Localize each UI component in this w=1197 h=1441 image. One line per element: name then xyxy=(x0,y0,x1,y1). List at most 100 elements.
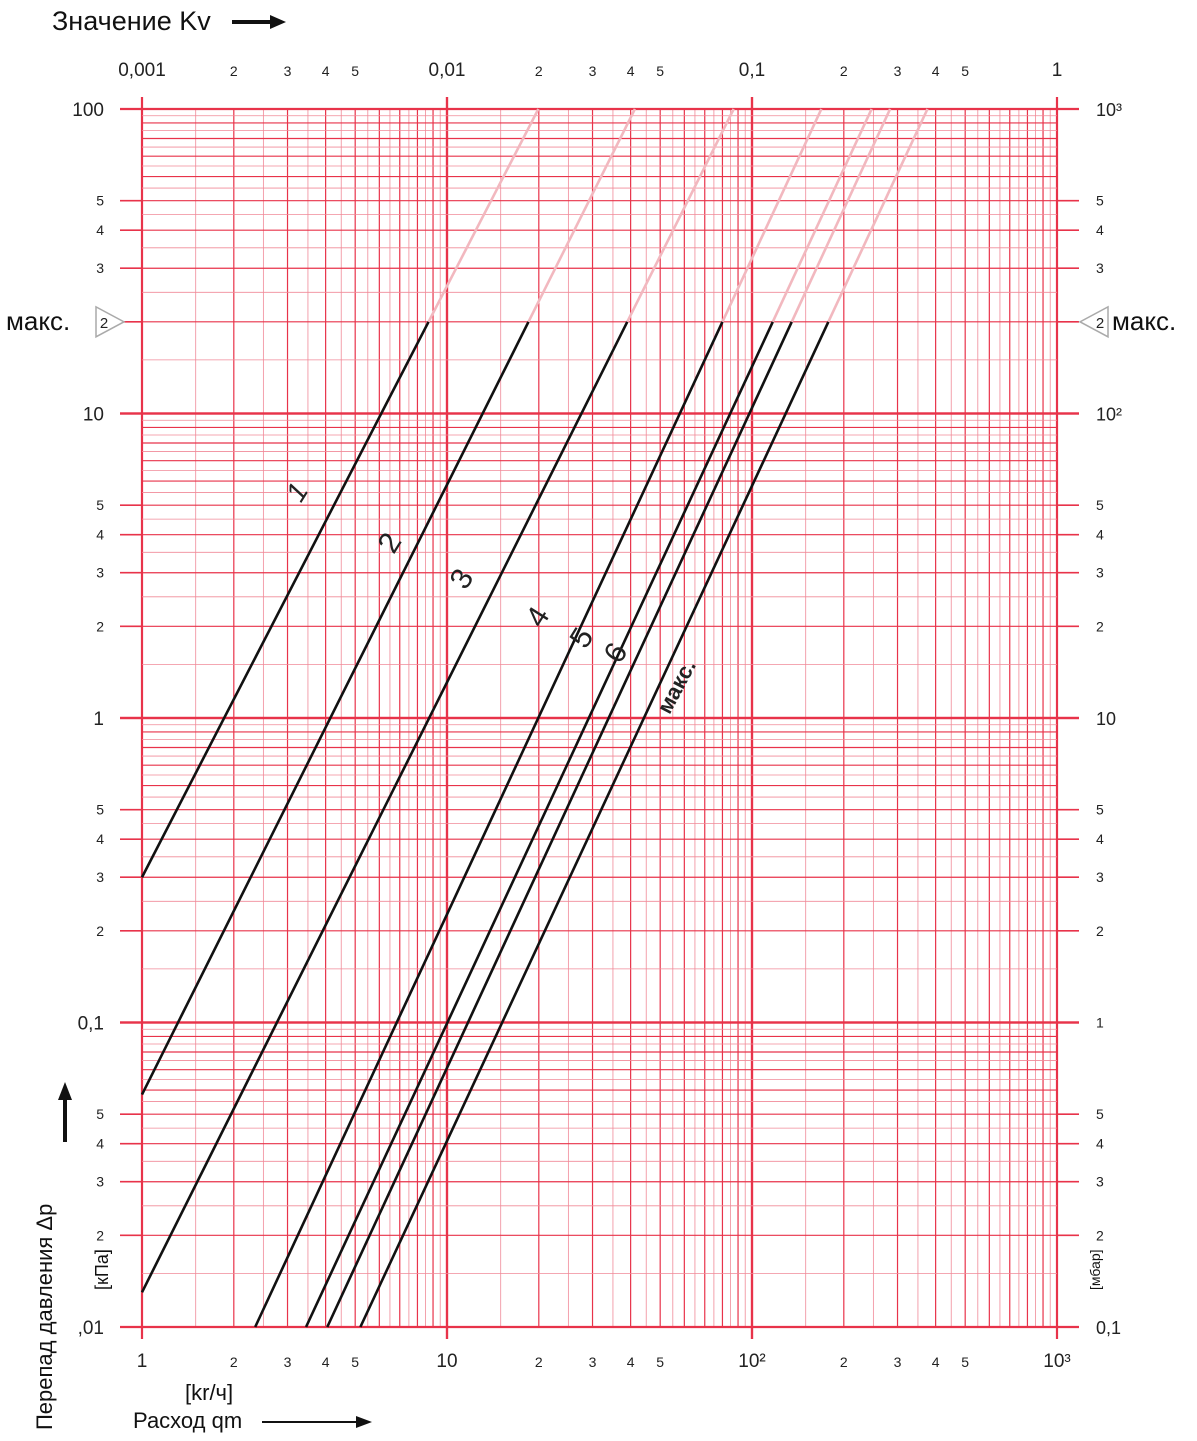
y-axis-title: Перепад давления Δp xyxy=(32,1203,57,1430)
max-label-left: макс. xyxy=(6,306,71,336)
top-axis-tick-label: 4 xyxy=(932,63,940,79)
top-axis-tick-label: 3 xyxy=(589,63,597,79)
right-axis-tick-label: 5 xyxy=(1096,497,1104,513)
kv-title-text: Значение Kv xyxy=(52,6,211,36)
curve-extension-4 xyxy=(721,108,823,323)
top-axis-tick-label: 1 xyxy=(1052,60,1063,81)
right-axis-tick-label: 3 xyxy=(1096,565,1104,581)
left-axis-tick-label: 3 xyxy=(96,1174,104,1190)
bottom-axis-tick-label: 1 xyxy=(137,1351,148,1372)
bottom-axis-tick-label: 4 xyxy=(932,1354,940,1370)
curve-label-3: 3 xyxy=(444,563,481,595)
left-axis-tick-label: 2 xyxy=(96,1227,104,1243)
bottom-axis-tick-label: 10² xyxy=(738,1351,765,1372)
curve-line-3 xyxy=(140,321,629,1293)
curve-line-5 xyxy=(304,321,774,1328)
curve-label-4: 4 xyxy=(520,601,557,633)
right-axis-tick-label: 3 xyxy=(1096,260,1104,276)
bottom-axis-tick-label: 10 xyxy=(436,1351,457,1372)
top-axis-tick-label: 4 xyxy=(627,63,635,79)
curve-extension-7 xyxy=(827,108,929,323)
right-axis-tick-label: 2 xyxy=(1096,1227,1104,1243)
curve-extension-6 xyxy=(790,108,892,323)
top-axis-tick-label: 2 xyxy=(230,63,238,79)
right-axis-tick-label: 2 xyxy=(1096,618,1104,634)
left-axis-tick-label: 3 xyxy=(96,565,104,581)
bottom-axis-tick-label: 5 xyxy=(656,1354,664,1370)
left-axis-tick-label: 5 xyxy=(96,1106,104,1122)
left-axis-tick-label: 5 xyxy=(96,802,104,818)
left-axis-tick-label: 4 xyxy=(96,222,104,238)
left-axis-tick-label: 2 xyxy=(96,618,104,634)
left-axis-tick-label: 4 xyxy=(96,831,104,847)
right-axis-tick-label: 4 xyxy=(1096,527,1104,543)
right-axis-tick-label: 4 xyxy=(1096,831,1104,847)
bottom-axis-tick-label: 5 xyxy=(351,1354,359,1370)
right-axis-tick-label: 1 xyxy=(1096,1015,1104,1031)
curve-extension-1 xyxy=(427,108,540,323)
right-axis-tick-label: 3 xyxy=(1096,869,1104,885)
bottom-axis-tick-label: 3 xyxy=(589,1354,597,1370)
flow-unit-label: [kr/ч] xyxy=(185,1380,234,1405)
top-axis-tick-label: 5 xyxy=(351,63,359,79)
max-marker-left-text: 2 xyxy=(100,315,108,332)
left-axis-tick-label: 100 xyxy=(72,100,104,121)
curve-extension-2 xyxy=(527,108,637,323)
left-axis-tick-label: 10 xyxy=(83,405,104,426)
top-axis-tick-label: 5 xyxy=(656,63,664,79)
y-unit-right-label: [мбар] xyxy=(1087,1249,1103,1290)
top-axis-tick-label: 3 xyxy=(894,63,902,79)
left-axis-tick-label: 3 xyxy=(96,869,104,885)
bottom-axis-tick-label: 4 xyxy=(627,1354,635,1370)
curve-extension-3 xyxy=(626,108,735,323)
bottom-axis-tick-label: 2 xyxy=(840,1354,848,1370)
top-axis-tick-label: 0,1 xyxy=(739,60,765,81)
right-axis-tick-label: 10³ xyxy=(1096,100,1122,120)
bottom-axis-tick-label: 3 xyxy=(284,1354,292,1370)
x-axis-title: Расход qm xyxy=(133,1408,373,1435)
top-axis-tick-label: 0,01 xyxy=(429,60,466,81)
curve-line-7 xyxy=(359,321,830,1328)
left-axis-tick-label: ,01 xyxy=(78,1318,104,1339)
chart-curves xyxy=(140,108,929,1328)
right-axis-tick-label: 4 xyxy=(1096,222,1104,238)
right-axis-tick-label: 5 xyxy=(1096,802,1104,818)
right-axis-tick-label: 2 xyxy=(1096,923,1104,939)
curve-extension-5 xyxy=(771,108,873,323)
top-axis-tick-label: 2 xyxy=(840,63,848,79)
curve-line-2 xyxy=(140,321,530,1096)
max-triangle-right-icon xyxy=(1078,305,1109,339)
top-axis-tick-label: 2 xyxy=(535,63,543,79)
arrow-right-icon xyxy=(232,6,287,37)
right-axis-tick-label: 5 xyxy=(1096,193,1104,209)
left-axis-tick-label: 1 xyxy=(93,709,104,730)
top-axis-tick-label: 0,001 xyxy=(118,60,166,81)
top-axis-tick-label: 5 xyxy=(961,63,969,79)
right-axis-tick-label: 10 xyxy=(1096,709,1116,729)
right-axis-tick-label: 0,1 xyxy=(1096,1318,1121,1338)
y-unit-left-label: [кПа] xyxy=(92,1249,112,1290)
chart-tick-labels: 0,0011223344550,0110223344550,110²223344… xyxy=(72,60,1122,1372)
bottom-axis-tick-label: 2 xyxy=(535,1354,543,1370)
right-axis-tick-label: 10² xyxy=(1096,405,1122,425)
top-axis-tick-label: 4 xyxy=(322,63,330,79)
curve-line-6 xyxy=(326,321,793,1328)
arrow-right-icon xyxy=(262,1409,373,1435)
left-axis-tick-label: 3 xyxy=(96,260,104,276)
left-axis-tick-label: 0,1 xyxy=(78,1014,104,1035)
left-axis-tick-label: 2 xyxy=(96,923,104,939)
left-axis-tick-label: 4 xyxy=(96,527,104,543)
left-axis-tick-label: 5 xyxy=(96,193,104,209)
bottom-axis-tick-label: 3 xyxy=(894,1354,902,1370)
top-axis-tick-label: 3 xyxy=(284,63,292,79)
bottom-axis-tick-label: 5 xyxy=(961,1354,969,1370)
kv-axis-title: Значение Kv xyxy=(52,6,287,37)
bottom-axis-tick-label: 2 xyxy=(230,1354,238,1370)
x-axis-title-text: Расход qm xyxy=(133,1408,243,1433)
left-axis-tick-label: 4 xyxy=(96,1136,104,1152)
right-axis-tick-label: 4 xyxy=(1096,1136,1104,1152)
max-label-right: макс. xyxy=(1112,306,1177,336)
right-axis-tick-label: 5 xyxy=(1096,1106,1104,1122)
